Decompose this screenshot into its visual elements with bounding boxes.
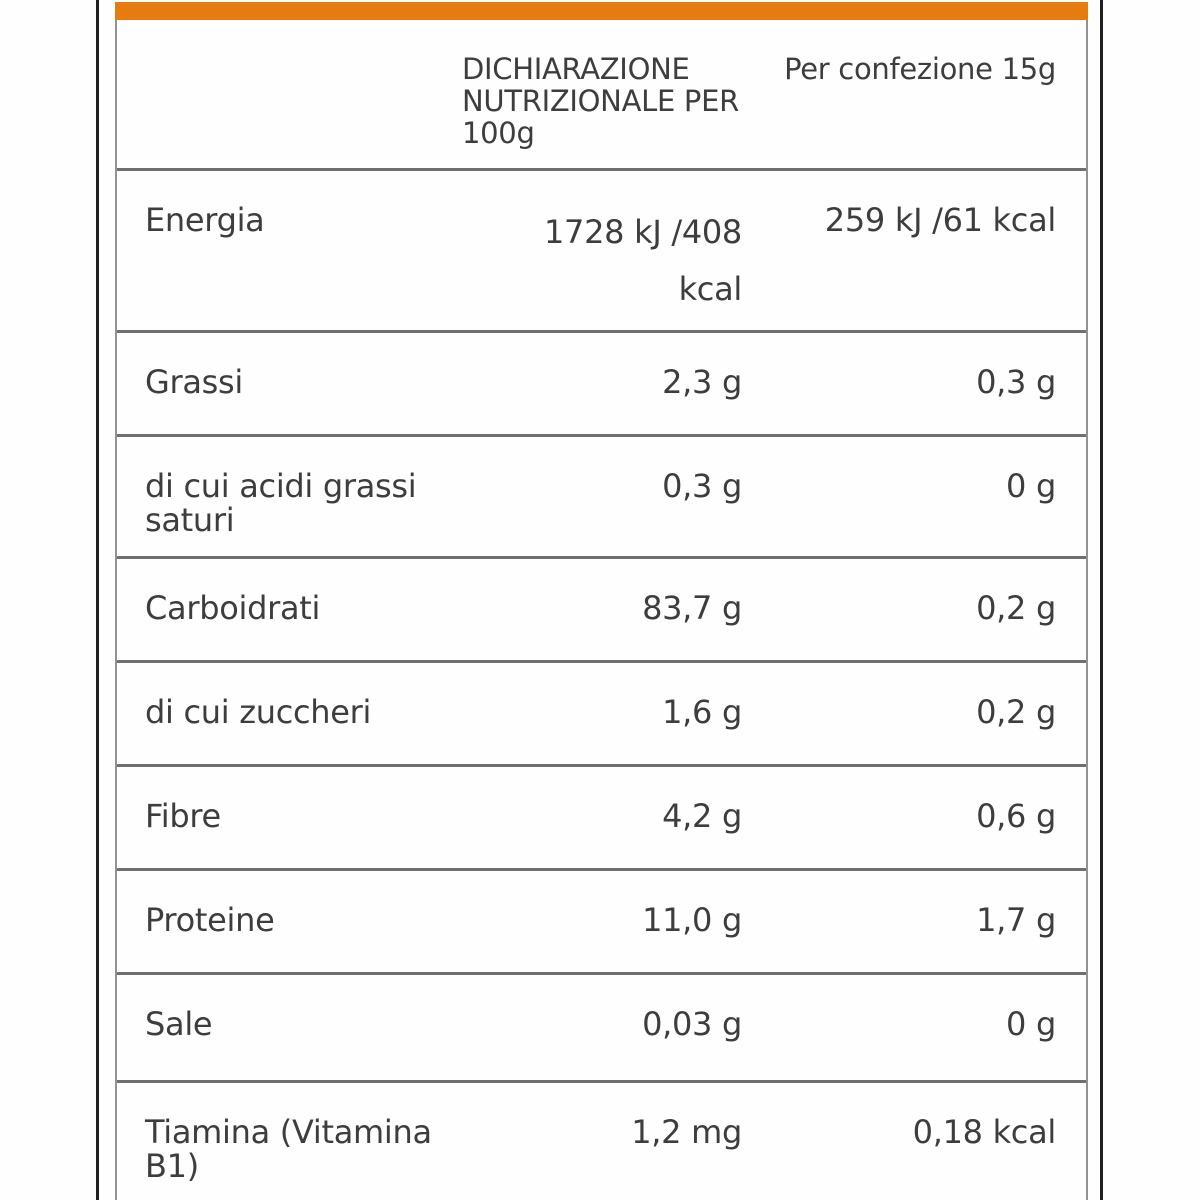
value-per-100g: 11,0 g <box>462 871 742 972</box>
table-row-fibre: Fibre 4,2 g 0,6 g <box>117 764 1086 868</box>
row-label: Carboidrati <box>145 589 321 627</box>
value-text: 4,2 g <box>662 797 742 835</box>
value-per-confezione: 0,18 kcal <box>912 1113 1057 1151</box>
value-per-confezione: 0,2 g <box>976 589 1056 627</box>
value-text: 0,3 g <box>662 467 742 505</box>
row-label: Tiamina (Vitamina B1) <box>145 1113 432 1185</box>
value-text: 1728 kJ /408 kcal <box>543 213 742 308</box>
header-empty-cell <box>117 20 462 168</box>
row-label: Fibre <box>145 797 221 835</box>
table-header-row: DICHIARAZIONE NUTRIZIONALE PER 100g Per … <box>117 20 1086 168</box>
value-per-confezione: 0,2 g <box>976 693 1056 731</box>
outer-frame-left-line <box>96 0 99 1200</box>
header-per-confezione: Per confezione 15g <box>784 52 1056 86</box>
value-per-confezione: 0,6 g <box>976 797 1056 835</box>
value-per-confezione: 1,7 g <box>976 901 1056 939</box>
value-text: 0,03 g <box>642 1005 742 1043</box>
row-label: di cui acidi grassi saturi <box>145 467 417 539</box>
row-label: Sale <box>145 1005 213 1043</box>
value-per-100g: 1728 kJ /408 kcal <box>462 171 742 330</box>
nutrition-table-grid: DICHIARAZIONE NUTRIZIONALE PER 100g Per … <box>115 20 1088 1200</box>
value-per-100g: 0,3 g <box>462 437 742 556</box>
value-per-confezione: 0,3 g <box>976 363 1056 401</box>
value-text: 2,3 g <box>662 363 742 401</box>
table-row-sale: Sale 0,03 g 0 g <box>117 972 1086 1080</box>
table-row-grassi: Grassi 2,3 g 0,3 g <box>117 330 1086 434</box>
value-per-100g: 1,6 g <box>462 663 742 764</box>
row-label: Grassi <box>145 363 243 401</box>
value-per-confezione: 259 kJ /61 kcal <box>824 201 1057 239</box>
table-row-proteine: Proteine 11,0 g 1,7 g <box>117 868 1086 972</box>
outer-frame-right-line <box>1100 0 1103 1200</box>
value-per-confezione: 0 g <box>1006 1005 1056 1043</box>
nutrition-table: DICHIARAZIONE NUTRIZIONALE PER 100g Per … <box>115 0 1088 1200</box>
table-row-carboidrati: Carboidrati 83,7 g 0,2 g <box>117 556 1086 660</box>
table-row-energia: Energia 1728 kJ /408 kcal 259 kJ /61 kca… <box>117 168 1086 330</box>
table-row-grassi-saturi: di cui acidi grassi saturi 0,3 g 0 g <box>117 434 1086 556</box>
value-per-100g: 1,2 mg <box>462 1083 742 1200</box>
table-row-tiamina: Tiamina (Vitamina B1) 1,2 mg 0,18 kcal <box>117 1080 1086 1200</box>
value-per-100g: 83,7 g <box>462 559 742 660</box>
value-per-100g: 2,3 g <box>462 333 742 434</box>
header-per-100g: DICHIARAZIONE NUTRIZIONALE PER 100g <box>462 52 739 150</box>
value-text: 1,6 g <box>662 693 742 731</box>
value-per-confezione: 0 g <box>1006 467 1056 505</box>
accent-bar <box>115 2 1088 20</box>
value-per-100g: 0,03 g <box>462 975 742 1080</box>
value-text: 1,2 mg <box>631 1113 742 1151</box>
row-label: Proteine <box>145 901 275 939</box>
value-text: 11,0 g <box>642 901 742 939</box>
row-label: Energia <box>145 201 265 239</box>
value-per-100g: 4,2 g <box>462 767 742 868</box>
value-text: 83,7 g <box>642 589 742 627</box>
table-row-zuccheri: di cui zuccheri 1,6 g 0,2 g <box>117 660 1086 764</box>
row-label: di cui zuccheri <box>145 693 372 731</box>
